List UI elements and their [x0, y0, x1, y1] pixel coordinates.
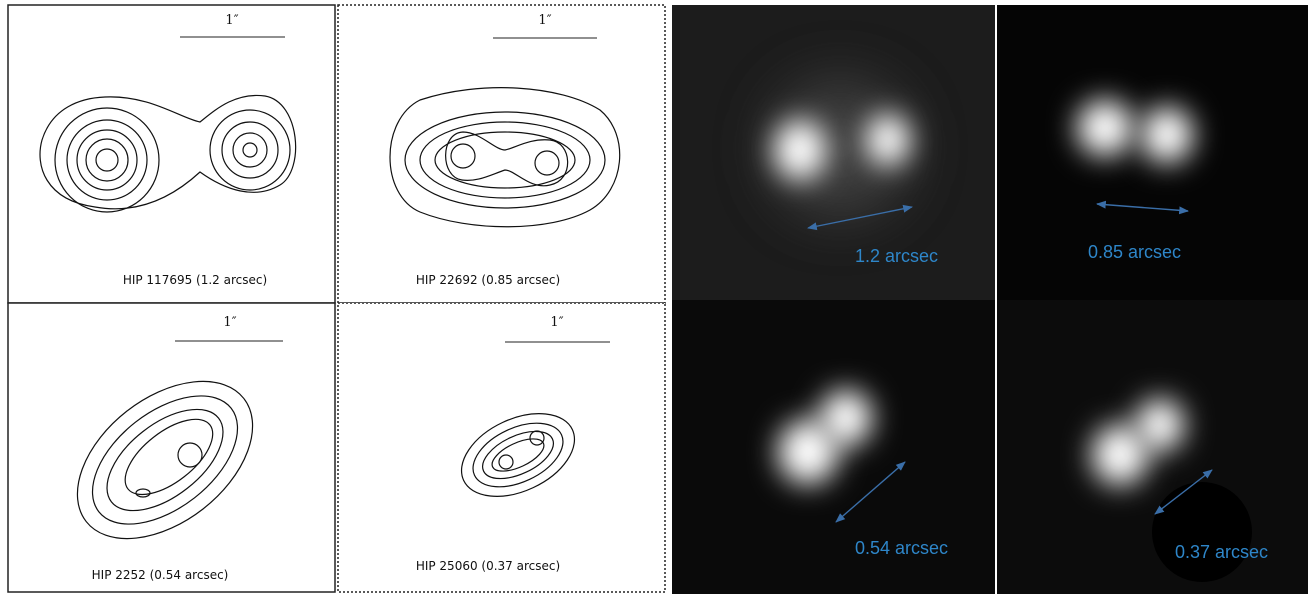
figure: 1″ HIP 117695 (1.2 arcsec) 1″ HIP 22692 … — [0, 0, 1308, 594]
image-panel: 0.85 arcsec — [997, 5, 1308, 300]
separation-label: 0.37 arcsec — [1175, 542, 1268, 562]
separation-label: 0.85 arcsec — [1088, 242, 1181, 262]
scale-label: 1″ — [550, 315, 563, 330]
contour-panel: 1″ HIP 2252 (0.54 arcsec) — [8, 303, 335, 592]
scale-label: 1″ — [223, 315, 236, 330]
contour-panel: 1″ HIP 25060 (0.37 arcsec) — [338, 303, 665, 592]
contour-panel: 1″ HIP 22692 (0.85 arcsec) — [338, 5, 665, 303]
image-panel: 1.2 arcsec — [672, 5, 995, 300]
caption: HIP 117695 (1.2 arcsec) — [123, 273, 267, 287]
caption: HIP 25060 (0.37 arcsec) — [416, 559, 560, 573]
image-panel: 0.37 arcsec — [997, 300, 1308, 594]
caption: HIP 2252 (0.54 arcsec) — [92, 568, 229, 582]
contour-panel: 1″ HIP 117695 (1.2 arcsec) — [8, 5, 335, 303]
scale-label: 1″ — [225, 13, 238, 28]
separation-label: 1.2 arcsec — [855, 246, 938, 266]
separation-label: 0.54 arcsec — [855, 538, 948, 558]
scale-label: 1″ — [538, 13, 551, 28]
caption: HIP 22692 (0.85 arcsec) — [416, 273, 560, 287]
image-panel: 0.54 arcsec — [672, 300, 995, 594]
